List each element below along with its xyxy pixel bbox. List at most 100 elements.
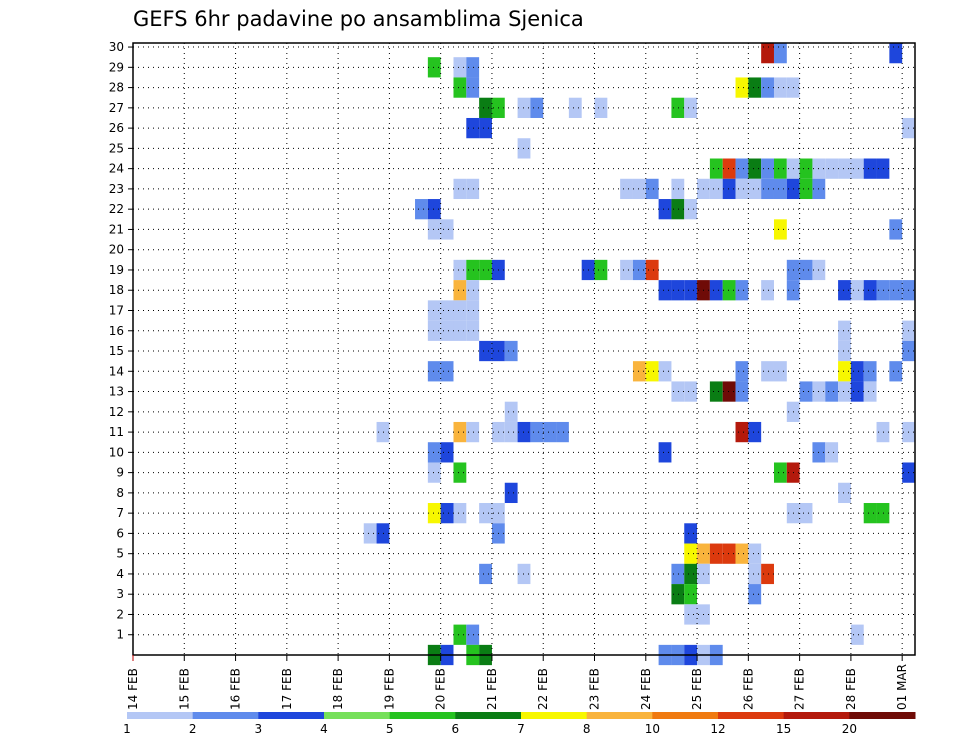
y-tick-label: 30 bbox=[109, 40, 124, 54]
precip-cell bbox=[453, 462, 467, 483]
colorbar-swatch bbox=[521, 712, 588, 719]
precip-cell bbox=[799, 158, 813, 179]
colorbar-label: 2 bbox=[189, 722, 197, 736]
precip-cell bbox=[850, 158, 864, 179]
precip-cell bbox=[889, 219, 903, 240]
precip-cell bbox=[684, 523, 698, 544]
precip-cell bbox=[825, 158, 839, 179]
precip-cell bbox=[479, 117, 492, 139]
precip-cell bbox=[427, 300, 441, 321]
precip-cell bbox=[863, 280, 877, 301]
x-tick-label: 22 FEB bbox=[536, 668, 550, 710]
precip-cell bbox=[748, 178, 762, 200]
precip-cell bbox=[466, 77, 480, 98]
precip-cell bbox=[632, 361, 646, 382]
precip-cell bbox=[466, 259, 480, 281]
precip-cell bbox=[761, 280, 774, 301]
precip-cell bbox=[735, 178, 749, 200]
precip-cell bbox=[838, 320, 851, 341]
precip-cell bbox=[376, 523, 390, 544]
precip-cell bbox=[748, 421, 762, 443]
precip-cell bbox=[735, 158, 749, 179]
precip-cell bbox=[684, 604, 698, 625]
x-tick-label: 20 FEB bbox=[434, 668, 448, 710]
precip-cell bbox=[671, 178, 685, 200]
y-tick-label: 25 bbox=[109, 141, 124, 155]
precip-cell bbox=[645, 361, 659, 382]
colorbar-swatch bbox=[849, 712, 916, 719]
precip-cell bbox=[773, 158, 787, 179]
x-tick-label: 25 FEB bbox=[690, 668, 704, 710]
y-tick-label: 14 bbox=[109, 364, 124, 378]
colorbar-label: 15 bbox=[776, 722, 791, 736]
y-tick-label: 29 bbox=[109, 60, 124, 74]
precip-cell bbox=[453, 57, 467, 78]
y-tick-label: 6 bbox=[116, 526, 124, 540]
precip-cell bbox=[453, 320, 467, 341]
precip-cell bbox=[761, 361, 774, 382]
precip-cell bbox=[620, 178, 633, 200]
precip-cell bbox=[709, 381, 723, 402]
precip-cell bbox=[748, 543, 762, 564]
precip-cell bbox=[761, 178, 774, 200]
precip-cell bbox=[658, 442, 672, 463]
precip-cell bbox=[850, 280, 864, 301]
precip-cell bbox=[466, 57, 480, 78]
colorbar-label: 1 bbox=[123, 722, 131, 736]
precip-cell bbox=[671, 280, 685, 301]
precip-cell bbox=[825, 442, 839, 463]
precip-cell bbox=[543, 421, 557, 443]
colorbar-swatch bbox=[258, 712, 325, 719]
precip-cell bbox=[453, 280, 467, 301]
y-tick-label: 4 bbox=[116, 567, 124, 581]
precip-cell bbox=[850, 624, 864, 645]
precip-cell bbox=[876, 421, 890, 443]
precip-cell bbox=[773, 219, 787, 240]
x-tick-label: 27 FEB bbox=[793, 668, 807, 710]
precip-cell bbox=[748, 584, 762, 605]
y-tick-label: 10 bbox=[109, 445, 124, 459]
x-tick-label: 17 FEB bbox=[280, 668, 294, 710]
precip-cell bbox=[440, 320, 454, 341]
precip-cell bbox=[453, 503, 467, 524]
x-tick-label: 15 FEB bbox=[177, 668, 191, 710]
precip-cell bbox=[838, 361, 851, 382]
precip-cell bbox=[427, 503, 441, 524]
precip-cell bbox=[684, 563, 698, 585]
precip-cell bbox=[722, 178, 736, 200]
precip-cell bbox=[504, 401, 518, 422]
y-tick-label: 12 bbox=[109, 405, 124, 419]
precip-cell bbox=[504, 482, 518, 504]
precip-cell bbox=[838, 340, 851, 362]
precip-cell bbox=[645, 259, 659, 281]
x-tick-label: 28 FEB bbox=[844, 668, 858, 710]
precip-cell bbox=[735, 421, 749, 443]
precip-cell bbox=[479, 97, 492, 118]
precip-cell bbox=[735, 543, 749, 564]
precip-cell bbox=[504, 340, 518, 362]
precip-cell bbox=[568, 97, 582, 118]
y-tick-label: 7 bbox=[116, 506, 124, 520]
precip-cell bbox=[863, 158, 877, 179]
precip-cell bbox=[658, 199, 672, 220]
x-tick-label: 21 FEB bbox=[485, 668, 499, 710]
precip-cell bbox=[453, 300, 467, 321]
colorbar-swatch bbox=[783, 712, 850, 719]
y-tick-label: 8 bbox=[116, 486, 124, 500]
precip-cell bbox=[415, 199, 428, 220]
precip-cell bbox=[427, 219, 441, 240]
x-tick-label: 23 FEB bbox=[588, 668, 602, 710]
x-tick-label: 19 FEB bbox=[382, 668, 396, 710]
precip-cell bbox=[889, 280, 903, 301]
precip-cell bbox=[799, 503, 813, 524]
colorbar-swatch bbox=[455, 712, 522, 719]
precip-cell bbox=[440, 442, 454, 463]
precip-cell bbox=[671, 199, 685, 220]
colorbar-label: 8 bbox=[583, 722, 591, 736]
precip-cell bbox=[889, 361, 903, 382]
y-tick-label: 28 bbox=[109, 81, 124, 95]
precip-cell bbox=[466, 117, 480, 139]
x-tick-label: 14 FEB bbox=[126, 668, 140, 710]
precip-cell bbox=[863, 361, 877, 382]
y-tick-label: 19 bbox=[109, 263, 124, 277]
